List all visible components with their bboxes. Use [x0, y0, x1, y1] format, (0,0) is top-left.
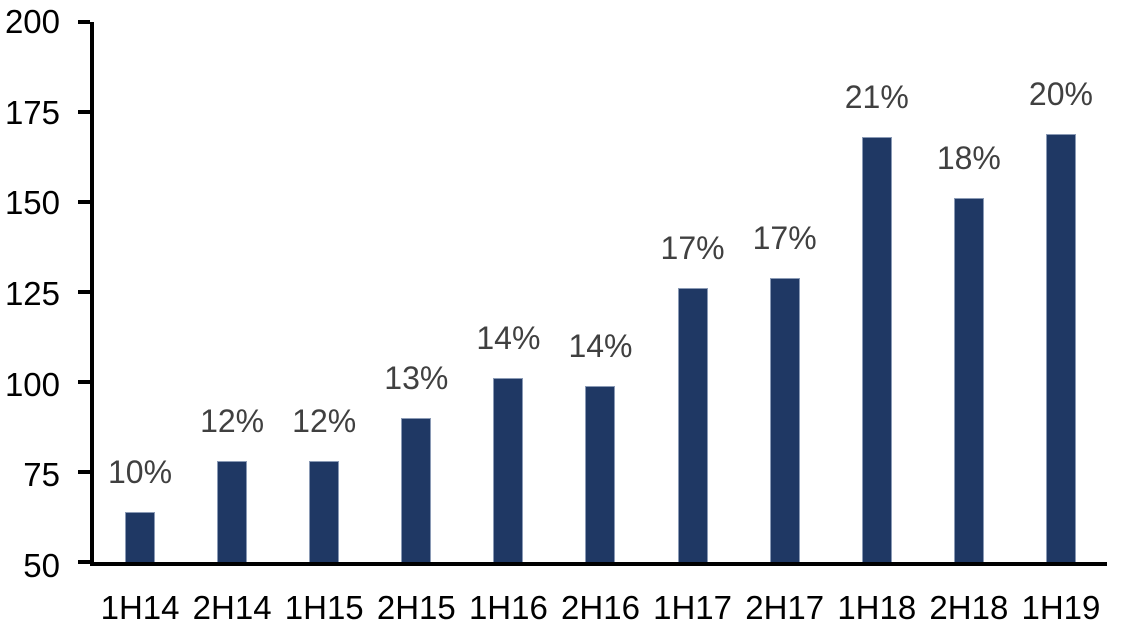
bar-value-label: 10% — [108, 453, 173, 490]
bar-value-label: 14% — [476, 320, 541, 357]
bar — [401, 418, 432, 562]
y-tick-label: 150 — [4, 184, 60, 222]
bar-value-label: 17% — [660, 230, 725, 267]
bar — [217, 461, 248, 562]
bar-value-label: 12% — [200, 403, 265, 440]
x-tick-label: 1H16 — [468, 589, 548, 626]
bar — [125, 511, 156, 562]
bar-value-label: 21% — [844, 79, 909, 116]
bar-group-2h14: 12% 2H14 — [186, 22, 278, 624]
bar — [309, 461, 340, 562]
y-tick-mark — [78, 200, 90, 205]
bar — [677, 288, 708, 562]
bar-value-label: 14% — [568, 327, 633, 364]
bar-value-label: 20% — [1028, 75, 1093, 112]
x-tick-label: 2H14 — [192, 589, 272, 626]
y-tick-mark — [78, 110, 90, 114]
plot-area: 10% 1H14 12% 2H14 12% 1H15 13% 2H15 14% 1H16 14% 2H… — [78, 20, 1107, 624]
bar-value-label: 12% — [292, 403, 357, 440]
y-tick-label: 100 — [4, 365, 60, 403]
x-tick-label: 1H17 — [653, 589, 733, 626]
y-tick-mark — [78, 560, 90, 564]
y-tick-label: 200 — [4, 3, 60, 40]
y-tick-label: 175 — [4, 93, 60, 131]
bar-value-label: 18% — [936, 140, 1001, 177]
y-tick-label: 50 — [23, 547, 60, 584]
bar-group-1h14: 10% 1H14 — [94, 22, 186, 624]
bar-group-1h17: 17% 1H17 — [647, 22, 739, 624]
x-tick-label: 1H18 — [837, 589, 917, 626]
bar — [1045, 133, 1076, 562]
y-tick-mark — [78, 380, 90, 385]
bar — [493, 378, 524, 562]
x-tick-label: 1H15 — [284, 589, 364, 626]
y-tick-mark — [78, 20, 90, 24]
bar-group-1h15: 12% 1H15 — [278, 22, 370, 624]
bar-group-2h16: 14% 2H16 — [554, 22, 646, 624]
x-tick-label: 2H15 — [376, 589, 456, 626]
bar-group-1h18: 21% 1H18 — [831, 22, 923, 624]
bar-value-label: 13% — [384, 360, 449, 397]
x-tick-label: 2H18 — [929, 589, 1009, 626]
x-tick-label: 1H14 — [100, 589, 180, 626]
bar-group-2h17: 17% 2H17 — [739, 22, 831, 624]
bar — [585, 385, 616, 562]
bar-group-1h16: 14% 1H16 — [462, 22, 554, 624]
x-tick-label: 2H16 — [561, 589, 640, 626]
y-tick-mark — [78, 290, 90, 294]
x-tick-label: 1H19 — [1021, 589, 1101, 626]
x-tick-label: 2H17 — [745, 589, 825, 626]
bar-group-1h19: 20% 1H19 — [1015, 22, 1107, 624]
y-tick-label: 75 — [23, 456, 60, 494]
bar — [861, 137, 892, 562]
bar-group-2h18: 18% 2H18 — [923, 22, 1015, 624]
bar — [769, 277, 800, 562]
y-tick-mark — [78, 470, 90, 475]
y-tick-label: 125 — [4, 275, 60, 312]
bar-group-2h15: 13% 2H15 — [370, 22, 462, 624]
bar-value-label: 17% — [752, 219, 817, 256]
y-axis: 50 75 100 125 150 175 200 — [0, 5, 60, 583]
bar — [953, 198, 984, 562]
